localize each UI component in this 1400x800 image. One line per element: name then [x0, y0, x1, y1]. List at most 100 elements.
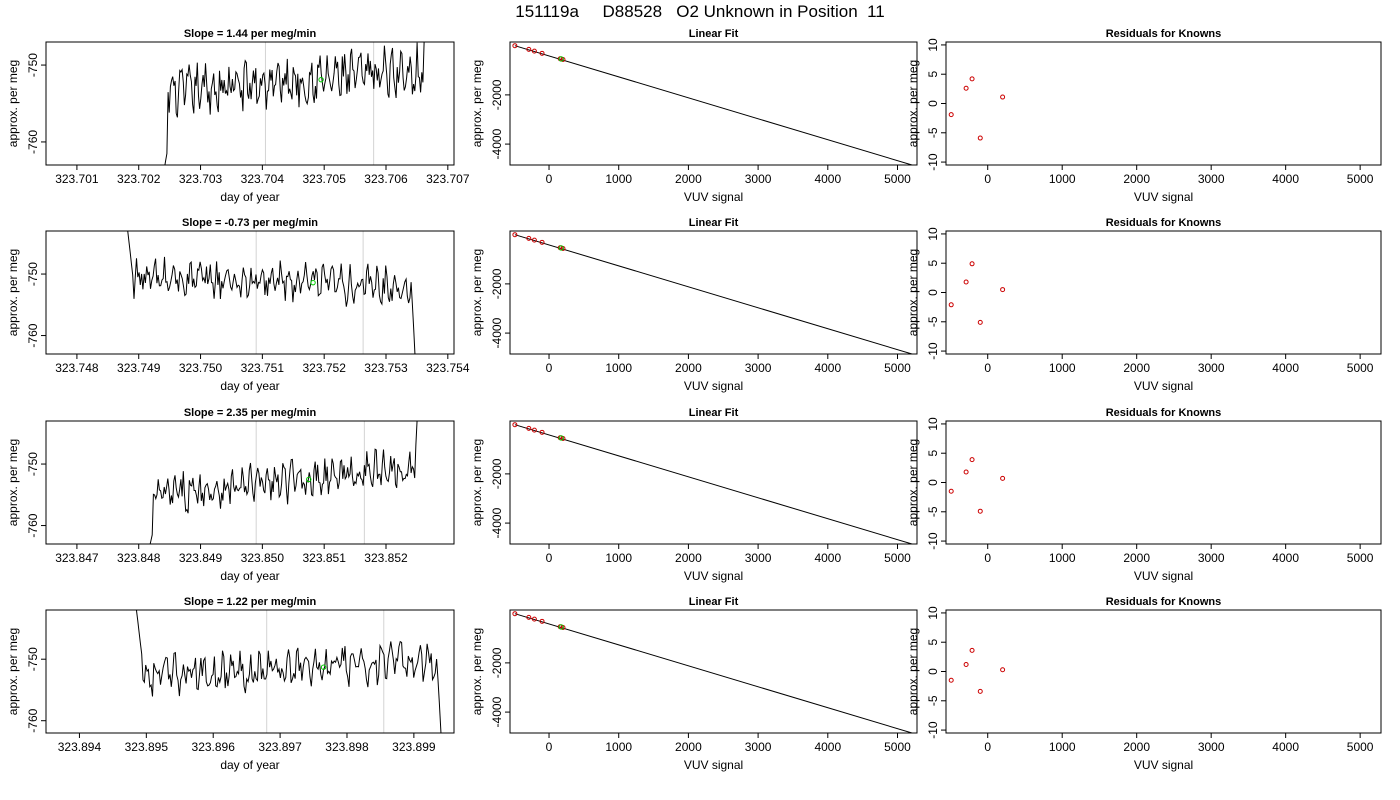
panel-linear_fit-row-2: 0 1000 2000 3000 4000 5000 -2000 -4000 VUV signa… — [470, 217, 918, 393]
x-tick-label: 4000 — [1272, 172, 1299, 186]
x-tick-label: 4000 — [1272, 740, 1299, 754]
figure-title: 151119a D88528 O2 Unknown in Position 11 — [515, 2, 885, 21]
signal-line — [149, 421, 418, 544]
plot-frame — [945, 420, 1382, 545]
x-tick-label: 5000 — [884, 172, 911, 186]
x-tick-label: 4000 — [1272, 551, 1299, 565]
residual-point — [948, 302, 954, 308]
x-axis-label: VUV signal — [684, 758, 743, 772]
panel-title: Residuals for Knowns — [1106, 28, 1222, 40]
x-axis-label: VUV signal — [1134, 190, 1193, 204]
x-tick-label: 323.705 — [302, 172, 346, 186]
plot-frame — [45, 609, 455, 734]
x-tick-label: 323.704 — [241, 172, 285, 186]
y-tick-label: 10 — [926, 606, 940, 620]
plot-area — [948, 76, 1006, 141]
x-tick-label: 1000 — [1049, 172, 1076, 186]
x-tick-label: 323.706 — [364, 172, 408, 186]
panel-linear_fit-row-4: 0 1000 2000 3000 4000 5000 -2000 -4000 VUV signa… — [470, 596, 918, 772]
signal-line — [164, 42, 425, 165]
residual-point — [977, 688, 983, 694]
panel-timeseries-row-1: 323.701 323.702 323.703 323.704 323.705 323.7… — [6, 28, 470, 204]
x-axis-label: VUV signal — [684, 190, 743, 204]
plot-area — [948, 647, 1006, 694]
y-tick-label: -2000 — [490, 268, 504, 299]
known-point — [526, 614, 532, 620]
residual-point — [977, 319, 983, 325]
residual-point — [963, 469, 969, 475]
x-tick-label: 323.701 — [55, 172, 99, 186]
panel-title: Slope = -0.73 per meg/min — [182, 217, 318, 229]
x-axis-label: VUV signal — [1134, 379, 1193, 393]
x-tick-label: 3000 — [745, 361, 772, 375]
y-tick-label: 0 — [926, 100, 940, 107]
residual-point — [1000, 94, 1006, 100]
unknown-point — [318, 76, 324, 83]
y-axis-label: approx. per meg — [906, 249, 920, 336]
residual-point — [963, 661, 969, 667]
known-point — [539, 429, 545, 435]
y-tick-label: 10 — [926, 417, 940, 431]
x-tick-label: 5000 — [1347, 172, 1374, 186]
x-tick-label: 323.750 — [179, 361, 223, 375]
plot-frame — [509, 41, 918, 166]
plot-frame — [45, 420, 455, 545]
x-tick-label: 1000 — [1049, 361, 1076, 375]
y-tick-label: -2000 — [490, 647, 504, 678]
y-axis-label: approx. per meg — [6, 628, 20, 715]
y-axis-label: approx. per meg — [470, 60, 484, 147]
panel-title: Slope = 1.22 per meg/min — [184, 596, 317, 608]
plot-frame — [509, 609, 918, 734]
y-tick-label: 10 — [926, 38, 940, 52]
y-axis-label: approx. per meg — [6, 249, 20, 336]
residual-point — [977, 508, 983, 514]
x-tick-label: 5000 — [884, 740, 911, 754]
x-tick-label: 2000 — [675, 551, 702, 565]
known-point — [526, 235, 532, 241]
fit-line — [514, 424, 913, 544]
x-tick-label: 0 — [546, 740, 553, 754]
x-tick-label: 323.850 — [241, 551, 285, 565]
x-tick-label: 3000 — [1198, 172, 1225, 186]
panel-title: Linear Fit — [689, 407, 739, 419]
x-tick-label: 2000 — [675, 361, 702, 375]
x-tick-label: 323.898 — [325, 740, 369, 754]
x-tick-label: 323.851 — [302, 551, 346, 565]
panel-title: Linear Fit — [689, 28, 739, 40]
x-tick-label: 4000 — [814, 172, 841, 186]
plot-area — [948, 457, 1006, 514]
known-point — [531, 48, 537, 54]
x-tick-label: 323.899 — [392, 740, 436, 754]
residual-point — [969, 647, 975, 653]
known-point — [531, 427, 537, 433]
x-tick-label: 5000 — [1347, 740, 1374, 754]
panel-linear_fit-row-1: 0 1000 2000 3000 4000 5000 -2000 -4000 VUV signa… — [470, 28, 918, 204]
x-tick-label: 0 — [984, 361, 991, 375]
x-tick-label: 5000 — [884, 361, 911, 375]
y-tick-label: -2000 — [490, 79, 504, 110]
x-tick-label: 1000 — [1049, 551, 1076, 565]
y-axis-label: approx. per meg — [906, 628, 920, 715]
panel-linear_fit-row-3: 0 1000 2000 3000 4000 5000 -2000 -4000 VUV signa… — [470, 407, 918, 583]
plot-frame — [509, 420, 918, 545]
y-axis-label: approx. per meg — [470, 439, 484, 526]
x-tick-label: 323.702 — [117, 172, 161, 186]
y-tick-label: -10 — [926, 153, 940, 171]
y-tick-label: 5 — [926, 260, 940, 267]
y-tick-label: 5 — [926, 71, 940, 78]
y-tick-label: 0 — [926, 479, 940, 486]
x-axis-label: day of year — [220, 190, 279, 204]
x-axis-label: day of year — [220, 379, 279, 393]
x-tick-label: 2000 — [675, 172, 702, 186]
residual-point — [1000, 287, 1006, 293]
x-tick-label: 323.749 — [117, 361, 161, 375]
y-tick-label: -750 — [26, 452, 40, 476]
y-tick-label: -750 — [26, 647, 40, 671]
known-point — [526, 46, 532, 52]
signal-line — [127, 231, 416, 354]
x-tick-label: 4000 — [1272, 361, 1299, 375]
unknown-point — [558, 245, 564, 251]
x-tick-label: 3000 — [1198, 361, 1225, 375]
fit-line — [514, 613, 913, 733]
panel-residuals-row-3: 0 1000 2000 3000 4000 5000 -10 -5 0 5 10 VUV signal… — [906, 407, 1382, 583]
